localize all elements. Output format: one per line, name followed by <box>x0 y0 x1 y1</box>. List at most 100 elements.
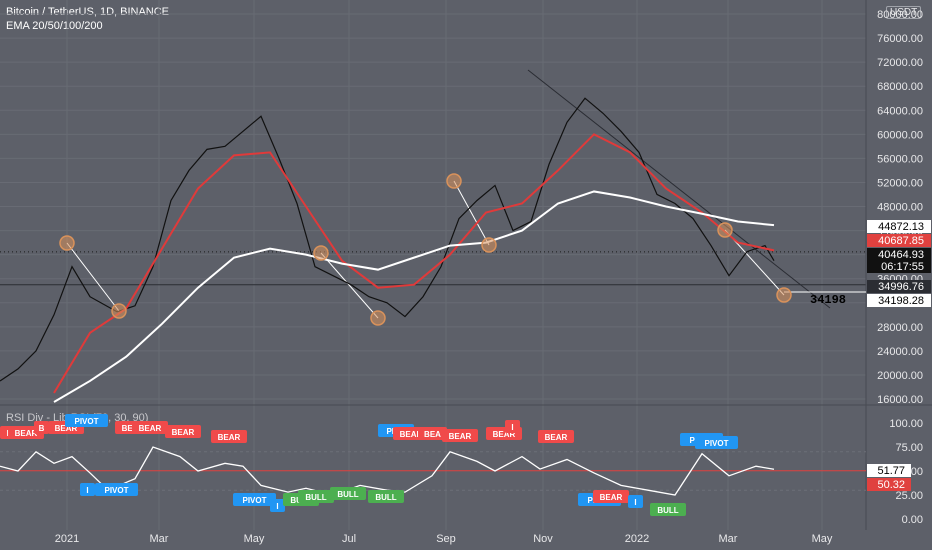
pivot-marker-label: PIVOT <box>74 417 98 426</box>
rsi-value-tag <box>867 464 911 477</box>
bear-marker-label: BEAR <box>139 424 162 433</box>
target-annotation: 34198 <box>810 293 846 307</box>
y-tick-label: 56000.00 <box>877 153 923 165</box>
bear-marker <box>505 420 520 433</box>
rsi-value-text: 51.77 <box>877 465 905 477</box>
pivot-circle <box>313 245 329 261</box>
bear-marker <box>418 427 447 440</box>
y-tick-label: 68000.00 <box>877 81 923 93</box>
bear-marker <box>132 421 168 434</box>
bull-marker-label: BULL <box>657 506 678 515</box>
panel-separator <box>0 0 932 530</box>
y-tick-label: 64000.00 <box>877 105 923 117</box>
y-tick-label: 16000.00 <box>877 394 923 406</box>
bear-marker <box>442 429 478 442</box>
x-tick-label: 2022 <box>625 533 649 545</box>
rsi-value-text: 50.32 <box>877 479 905 491</box>
pivot-circle <box>481 237 497 253</box>
pivot-marker-label: I <box>86 486 88 495</box>
price-series <box>0 97 775 403</box>
bear-marker-label: BEAR <box>55 424 78 433</box>
indicator-label: EMA 20/50/100/200 <box>6 20 103 32</box>
x-tick-label: May <box>812 533 833 545</box>
divergence-line <box>66 242 120 312</box>
pivot-marker-label: PIVOT <box>242 496 266 505</box>
price-line <box>0 97 775 382</box>
bear-marker-label: B <box>39 424 45 433</box>
pivot-circles <box>59 173 792 326</box>
pivot-marker-label: PIVOT <box>704 439 728 448</box>
bear-marker-label: BEAR <box>545 433 568 442</box>
y-tick-label: 76000.00 <box>877 33 923 45</box>
pivot-marker <box>695 436 738 449</box>
ema_long-line <box>53 190 775 403</box>
x-tick-label: Nov <box>533 533 553 545</box>
bull-marker <box>650 503 686 516</box>
rsi-tick-label: 0.00 <box>902 514 923 526</box>
chart-title: Bitcoin / TetherUS, 1D, BINANCE <box>6 6 170 18</box>
pivot-circle <box>776 287 792 303</box>
pivot-marker-label: I <box>634 498 636 507</box>
pivot-marker <box>270 499 285 512</box>
pivot-circle <box>111 303 127 319</box>
y-tick-label: 72000.00 <box>877 57 923 69</box>
bull-marker <box>298 490 334 503</box>
x-tick-label: May <box>244 533 265 545</box>
pivot-circle <box>59 235 75 251</box>
bear-marker <box>34 421 49 434</box>
y-tick-label: 60000.00 <box>877 129 923 141</box>
bear-marker <box>211 430 247 443</box>
bull-marker <box>330 487 366 500</box>
bear-marker-label: BEAR <box>493 430 516 439</box>
pivot-marker <box>233 493 276 506</box>
pivot-marker-label: PIVOT <box>104 486 128 495</box>
grid-lines <box>0 0 866 530</box>
x-tick-label: Jul <box>342 533 356 545</box>
bull-marker-label: BULL <box>375 493 396 502</box>
price-tag <box>867 280 931 293</box>
price-tag-text: 44872.13 <box>878 221 924 233</box>
bear-marker-label: BEAR <box>400 430 423 439</box>
rsi-tick-label: 75.00 <box>895 442 923 454</box>
pivot-marker <box>80 483 95 496</box>
ema_short-line <box>53 133 775 394</box>
bull-marker <box>368 490 404 503</box>
price-tag-text: 40464.93 <box>878 249 924 261</box>
trend-annotations <box>66 69 866 319</box>
bear-marker-label: BEAR <box>15 429 38 438</box>
rsi-tick-label: 100.00 <box>889 418 923 430</box>
bear-marker-label: I <box>511 423 513 432</box>
price-tag <box>867 234 931 247</box>
bear-marker-label: BEAR <box>449 432 472 441</box>
x-tick-label: Mar <box>719 533 738 545</box>
pivot-marker-label: I <box>276 502 278 511</box>
bear-marker-label: BEAR <box>218 433 241 442</box>
pivot-marker <box>65 414 108 427</box>
y-tick-label: 28000.00 <box>877 322 923 334</box>
divergence-line <box>320 252 379 319</box>
currency-button[interactable]: USDT <box>886 6 922 19</box>
y-tick-label: 20000.00 <box>877 370 923 382</box>
x-tick-label: Sep <box>436 533 456 545</box>
pivot-circle <box>370 310 386 326</box>
rsi-tick-label: 25.00 <box>895 490 923 502</box>
pivot-marker <box>628 495 643 508</box>
y-tick-label: 80000.00 <box>877 9 923 21</box>
y-tick-label: 48000.00 <box>877 202 923 214</box>
price-tag-text: 34198.28 <box>878 295 924 307</box>
price-tag <box>867 294 931 307</box>
bear-marker-label: BEAR <box>600 493 623 502</box>
y-tick-label: 52000.00 <box>877 177 923 189</box>
rsi-markers: BEARBEARBBEARPIVOTIPIVOTBEARBEARBEARBEAR… <box>0 414 738 516</box>
pivot-circle <box>446 173 462 189</box>
bull-marker-label: BULL <box>305 493 326 502</box>
price-tag-text: 40687.85 <box>878 235 924 247</box>
bear-marker <box>538 430 574 443</box>
pivot-marker <box>95 483 138 496</box>
bear-marker-label: BEAR <box>172 428 195 437</box>
price-tag-text: 06:17:55 <box>881 261 924 273</box>
time-axis: 2021 Mar May Jul Sep Nov 2022 Mar May <box>55 533 833 545</box>
trend-line <box>527 69 831 309</box>
